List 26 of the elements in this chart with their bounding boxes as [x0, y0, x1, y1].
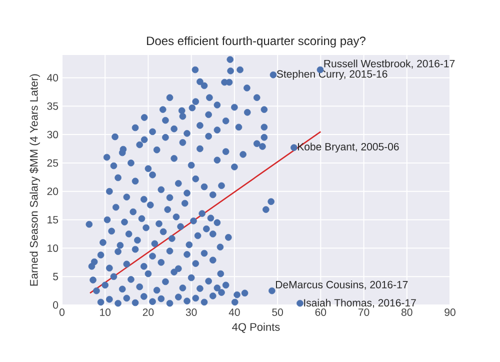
x-tick-label: 30 [186, 308, 197, 316]
y-tick-label: 20 [47, 188, 58, 196]
annotation: Russell Westbrook, 2016-17 [324, 60, 455, 69]
y-tick-label: 10 [48, 244, 58, 252]
y-tick-label: 40 [47, 74, 58, 82]
annotation: Kobe Bryant, 2005-06 [298, 142, 399, 152]
x-tick-label: 0 [59, 308, 64, 316]
x-tick-label: 20 [142, 308, 154, 316]
x-axis-title: 4Q Points [232, 322, 280, 333]
x-tick-label: 50 [272, 308, 283, 316]
y-tick-label: 35 [47, 102, 58, 110]
x-tick-label: 90 [444, 308, 456, 316]
y-axis-title: Earned Season Salary $MM (4 Years Later) [30, 74, 40, 286]
x-tick-label: 80 [402, 308, 412, 316]
x-tick-label: 70 [358, 308, 370, 316]
x-tick-label: 10 [100, 308, 111, 316]
y-tick-label: 5 [53, 272, 58, 280]
y-tick-label: 30 [47, 130, 58, 138]
x-tick-label: 40 [228, 308, 240, 316]
annotation: Isaiah Thomas, 2016-17 [304, 298, 416, 308]
y-tick-label: 0 [53, 301, 58, 309]
y-tick-label: 15 [48, 216, 58, 224]
y-tick-label: 25 [47, 159, 58, 167]
chart-title: Does efficient fourth-quarter scoring pay? [147, 36, 366, 48]
annotation: DeMarcus Cousins, 2016-17 [276, 280, 408, 290]
x-tick-label: 60 [315, 308, 326, 316]
